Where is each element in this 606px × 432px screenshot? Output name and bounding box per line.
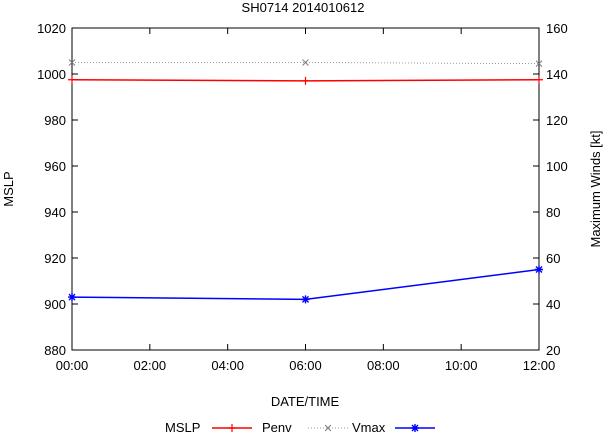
x-tick-label: 08:00 <box>367 358 400 373</box>
y-tick-label: 1000 <box>37 67 66 82</box>
legend-label-mslp: MSLP <box>165 420 200 432</box>
y2-tick-label: 20 <box>546 343 560 358</box>
x-axis-ticks: 00:00 02:00 04:00 06:00 08:00 10:00 12:00 <box>56 28 556 373</box>
legend-label-penv: Penv <box>262 420 292 432</box>
data-point-penv <box>302 59 309 66</box>
x-axis-label: DATE/TIME <box>271 394 340 409</box>
y2-axis-label: Maximum Winds [kt] <box>588 130 603 247</box>
y2-axis-ticks: 20 40 60 80 100 120 140 160 <box>533 21 568 358</box>
series-layer <box>68 59 543 304</box>
legend-label-vmax: Vmax <box>352 420 386 432</box>
data-point-penv <box>535 60 543 68</box>
x-tick-label: 00:00 <box>56 358 89 373</box>
legend-marker-vmax <box>411 424 419 432</box>
y2-tick-label: 40 <box>546 297 560 312</box>
y2-tick-label: 60 <box>546 251 560 266</box>
x-tick-label: 06:00 <box>289 358 322 373</box>
y-tick-label: 900 <box>44 297 66 312</box>
legend-marker-mslp <box>228 424 236 432</box>
y-tick-label: 980 <box>44 113 66 128</box>
series-mslp <box>68 75 543 85</box>
x-tick-label: 12:00 <box>523 358 556 373</box>
data-point-penv <box>68 59 76 66</box>
y-tick-label: 960 <box>44 159 66 174</box>
y2-tick-label: 140 <box>546 67 568 82</box>
series-line-vmax <box>71 268 540 301</box>
series-vmax <box>68 265 543 304</box>
x-tick-label: 02:00 <box>134 358 167 373</box>
y2-tick-label: 80 <box>546 205 560 220</box>
data-point-mslp <box>535 75 543 84</box>
y-axis-label: MSLP <box>1 171 16 206</box>
y-tick-label: 920 <box>44 251 66 266</box>
y2-tick-label: 120 <box>546 113 568 128</box>
data-point-vmax <box>535 265 543 274</box>
y2-tick-label: 160 <box>546 21 568 36</box>
y-axis-ticks: 880 900 920 940 960 980 1000 1020 <box>37 21 78 358</box>
data-point-mslp <box>301 76 310 85</box>
series-penv <box>68 59 543 68</box>
y-tick-label: 940 <box>44 205 66 220</box>
legend: MSLP Penv Vmax <box>165 420 435 432</box>
x-tick-label: 04:00 <box>211 358 244 373</box>
y-tick-label: 1020 <box>37 21 66 36</box>
y2-tick-label: 100 <box>546 159 568 174</box>
data-point-mslp <box>68 75 76 84</box>
legend-marker-penv <box>324 424 332 432</box>
data-point-vmax <box>68 293 76 302</box>
data-point-vmax <box>301 295 310 304</box>
chart-title: SH0714 2014010612 <box>242 0 365 15</box>
y-tick-label: 880 <box>44 343 66 358</box>
x-tick-label: 10:00 <box>445 358 478 373</box>
